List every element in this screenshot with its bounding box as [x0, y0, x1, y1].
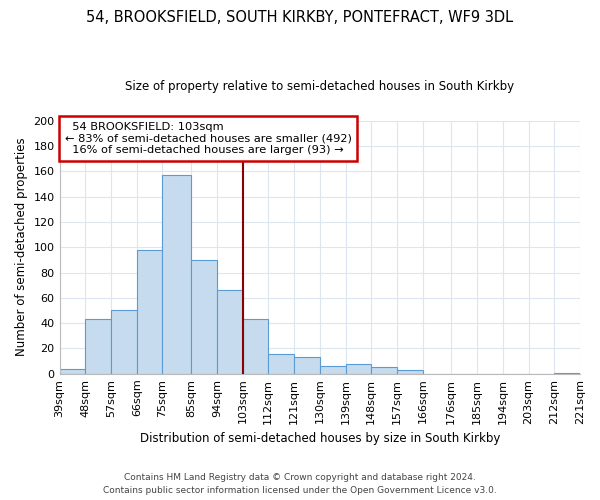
Title: Size of property relative to semi-detached houses in South Kirkby: Size of property relative to semi-detach…: [125, 80, 514, 93]
Bar: [111, 310, 137, 374]
Bar: [137, 250, 163, 374]
Text: 54 BROOKSFIELD: 103sqm
← 83% of semi-detached houses are smaller (492)
  16% of : 54 BROOKSFIELD: 103sqm ← 83% of semi-det…: [65, 122, 352, 155]
Bar: [85, 320, 111, 374]
Bar: [397, 370, 423, 374]
Bar: [242, 320, 268, 374]
Bar: [371, 368, 397, 374]
Bar: [217, 290, 242, 374]
Bar: [191, 260, 217, 374]
Bar: [320, 366, 346, 374]
Bar: [554, 372, 580, 374]
Y-axis label: Number of semi-detached properties: Number of semi-detached properties: [15, 138, 28, 356]
X-axis label: Distribution of semi-detached houses by size in South Kirkby: Distribution of semi-detached houses by …: [140, 432, 500, 445]
Bar: [268, 354, 294, 374]
Text: 54, BROOKSFIELD, SOUTH KIRKBY, PONTEFRACT, WF9 3DL: 54, BROOKSFIELD, SOUTH KIRKBY, PONTEFRAC…: [86, 10, 514, 25]
Text: Contains HM Land Registry data © Crown copyright and database right 2024.
Contai: Contains HM Land Registry data © Crown c…: [103, 473, 497, 495]
Bar: [294, 358, 320, 374]
Bar: [59, 368, 85, 374]
Bar: [346, 364, 371, 374]
Bar: [163, 175, 191, 374]
